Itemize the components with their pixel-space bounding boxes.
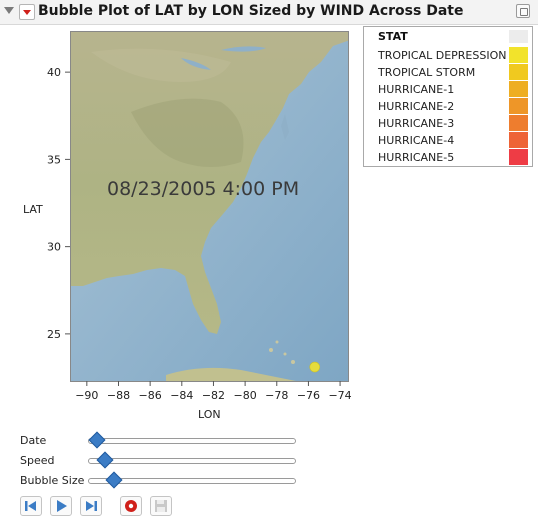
x-axis-title: LON (198, 408, 221, 421)
record-button[interactable] (120, 496, 142, 516)
slider-track[interactable] (88, 478, 296, 484)
legend-color-swatch (509, 98, 528, 114)
slider-label: Speed (20, 454, 55, 467)
legend-entry-label: HURRICANE-3 (378, 117, 455, 130)
legend-entry-label: TROPICAL STORM (378, 66, 476, 79)
legend-color-swatch (509, 47, 528, 63)
slider-thumb[interactable] (96, 451, 114, 469)
legend-entry[interactable]: HURRICANE-3 (378, 115, 530, 132)
legend-color-swatch (509, 132, 528, 148)
legend-color-swatch (509, 81, 528, 97)
slider-track[interactable] (88, 458, 296, 464)
legend-entry-label: TROPICAL DEPRESSION (378, 49, 507, 62)
legend-entry-label: HURRICANE-4 (378, 134, 455, 147)
legend-entry[interactable]: HURRICANE-5 (378, 149, 530, 166)
legend: STAT TROPICAL DEPRESSION TROPICAL STORM HU… (363, 26, 533, 167)
slider-label: Date (20, 434, 47, 447)
legend-entry-label: HURRICANE-5 (378, 151, 455, 164)
red-triangle-menu-icon[interactable] (19, 4, 35, 20)
y-axis-title: LAT (23, 203, 43, 216)
legend-color-swatch (509, 115, 528, 131)
legend-entry[interactable]: HURRICANE-4 (378, 132, 530, 149)
y-tick-label: 30 (47, 241, 61, 254)
report-header: Bubble Plot of LAT by LON Sized by WIND … (0, 0, 538, 25)
play-icon (57, 500, 67, 512)
x-tick-label: −86 (139, 389, 162, 402)
pin-icon[interactable] (516, 4, 530, 18)
legend-entry[interactable]: HURRICANE-2 (378, 98, 530, 115)
play-button[interactable] (50, 496, 72, 516)
x-tick-label: −82 (202, 389, 225, 402)
step-back-icon (25, 501, 36, 511)
legend-entry[interactable]: HURRICANE-1 (378, 81, 530, 98)
x-tick-label: −88 (107, 389, 130, 402)
slider-thumb[interactable] (105, 471, 123, 489)
step-forward-button[interactable] (80, 496, 102, 516)
map-background (71, 32, 348, 381)
save-icon (155, 500, 167, 512)
legend-color-swatch (509, 64, 528, 80)
report-title: Bubble Plot of LAT by LON Sized by WIND … (38, 3, 464, 19)
legend-header-swatch (509, 30, 528, 43)
slider-label: Bubble Size (20, 474, 85, 487)
x-tick-label: −80 (234, 389, 257, 402)
legend-entry[interactable]: TROPICAL STORM (378, 64, 530, 81)
disclosure-triangle-icon[interactable] (4, 7, 14, 14)
y-tick-label: 25 (47, 328, 61, 341)
y-tick-label: 40 (47, 66, 61, 79)
plot-frame[interactable]: 08/23/2005 4:00 PM (70, 31, 349, 382)
legend-entry-label: HURRICANE-1 (378, 83, 455, 96)
y-tick-label: 35 (47, 153, 61, 166)
x-tick-label: −84 (170, 389, 193, 402)
legend-entry-label: HURRICANE-2 (378, 100, 455, 113)
x-tick-label: −76 (297, 389, 320, 402)
x-tick-label: −74 (328, 389, 351, 402)
record-icon (125, 500, 137, 512)
date-overlay: 08/23/2005 4:00 PM (107, 178, 300, 200)
legend-entry[interactable]: TROPICAL DEPRESSION (378, 47, 530, 64)
step-back-button[interactable] (20, 496, 42, 516)
save-button[interactable] (150, 496, 172, 516)
legend-color-swatch (509, 149, 528, 165)
slider-thumb[interactable] (88, 431, 106, 449)
x-tick-label: −78 (265, 389, 288, 402)
step-forward-icon (86, 501, 97, 511)
slider-track[interactable] (88, 438, 296, 444)
legend-title: STAT (378, 30, 408, 43)
x-tick-label: −90 (75, 389, 98, 402)
